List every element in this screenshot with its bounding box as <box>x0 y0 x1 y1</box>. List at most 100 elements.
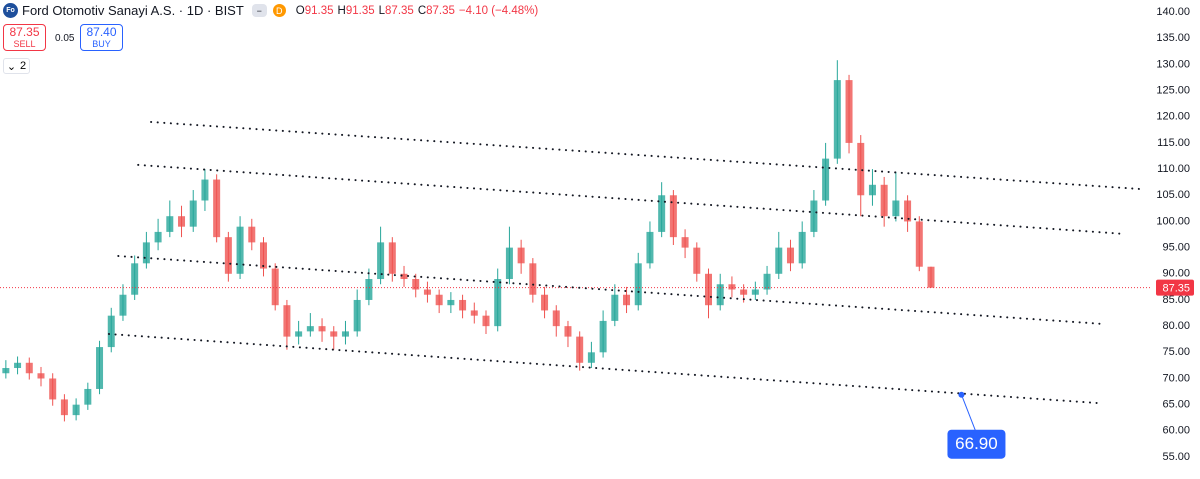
candle-body <box>623 294 631 306</box>
spread: 0.05 <box>55 33 75 44</box>
y-tick-label: 55.00 <box>1162 451 1190 463</box>
candle-body <box>25 362 33 374</box>
candle-body <box>658 195 666 232</box>
y-tick-label: 125.00 <box>1156 84 1190 96</box>
y-tick-label: 100.00 <box>1156 215 1190 227</box>
candle-body <box>318 326 326 332</box>
annotation-point <box>958 391 965 398</box>
candle-body <box>283 305 291 337</box>
symbol-title[interactable]: Ford Otomotiv Sanayi A.S. · 1D · BIST <box>22 3 244 18</box>
candle-body <box>459 299 467 311</box>
candle-body <box>330 331 338 337</box>
annotation-connector <box>960 394 976 431</box>
candle-body <box>892 200 900 217</box>
candle-body <box>400 273 408 280</box>
candle-body <box>412 279 420 290</box>
price-change: −4.10 (−4.48%) <box>458 4 539 17</box>
candle-body <box>751 289 759 295</box>
candle-body <box>775 247 783 274</box>
candle-body <box>224 237 232 274</box>
y-tick-label: 95.00 <box>1162 242 1190 254</box>
candle-body <box>119 294 127 316</box>
ohlc-label: L <box>378 4 386 17</box>
candle-body <box>904 200 912 222</box>
y-tick-label: 120.00 <box>1156 111 1190 123</box>
last-price-box <box>1156 279 1194 296</box>
trend-line <box>137 163 1127 236</box>
buy-price: 87.40 <box>86 25 117 39</box>
candle-body <box>447 299 455 306</box>
candle-body <box>96 347 104 389</box>
candle-body <box>763 273 771 290</box>
candle-body <box>107 315 115 348</box>
candle-body <box>166 216 174 232</box>
candle-body <box>915 221 923 267</box>
sell-label: SELL <box>13 39 36 49</box>
candle-body <box>576 336 584 363</box>
y-tick-label: 115.00 <box>1157 137 1190 149</box>
candle-body <box>482 315 490 327</box>
candle-body <box>37 373 45 379</box>
candle-body <box>131 263 139 295</box>
candle-body <box>716 284 724 306</box>
candle-body <box>2 368 10 374</box>
y-tick-label: 75.00 <box>1162 346 1190 358</box>
y-tick-label: 140.00 <box>1156 6 1190 18</box>
candle-body <box>786 247 794 264</box>
candle-body <box>611 294 619 321</box>
last-price-label: 87.35 <box>1162 283 1190 295</box>
candle-body <box>470 310 478 316</box>
y-tick-label: 110.00 <box>1157 163 1190 175</box>
buy-button[interactable]: 87.40 BUY <box>80 24 123 51</box>
candle-body <box>599 320 607 353</box>
ohlc-label: H <box>337 4 346 17</box>
ohlc-label: O <box>295 4 305 17</box>
candle-body <box>84 388 92 405</box>
candle-body <box>435 294 443 306</box>
ohlc-value: 91.35 <box>304 4 334 17</box>
candle-body <box>822 158 830 201</box>
candle-body <box>236 226 244 274</box>
candle-body <box>494 279 502 327</box>
indicators-toggle[interactable]: ⌄ 2 <box>3 58 30 74</box>
candle-body <box>365 279 373 300</box>
sell-price: 87.35 <box>9 25 40 39</box>
candle-body <box>587 352 595 363</box>
ohlc-value: 87.35 <box>385 4 414 17</box>
candle-body <box>259 242 267 269</box>
candle-body <box>541 294 549 311</box>
buy-label: BUY <box>92 39 111 49</box>
candle-body <box>341 331 349 337</box>
candle-body <box>505 247 513 280</box>
annotation-box <box>947 429 1006 459</box>
candle-body <box>868 184 876 196</box>
trend-line <box>150 120 1141 190</box>
trend-line <box>117 254 1106 326</box>
candle-body <box>529 263 537 295</box>
candle-body <box>927 266 935 288</box>
ohlc-values: O 91.35 H 91.35 L 87.35 C 87.35 <box>292 5 455 17</box>
y-tick-label: 80.00 <box>1162 320 1190 332</box>
candle-body <box>154 231 162 243</box>
y-tick-label: 90.00 <box>1162 268 1190 280</box>
indicators-count: 2 <box>20 60 27 72</box>
hide-icon[interactable]: − <box>251 4 267 17</box>
candle-body <box>377 242 385 280</box>
candle-body <box>72 404 80 416</box>
candle-body <box>833 80 841 159</box>
y-tick-label: 85.00 <box>1162 294 1190 306</box>
sell-button[interactable]: 87.35 SELL <box>3 24 46 51</box>
candle-body <box>728 284 736 290</box>
candle-body <box>14 362 22 369</box>
market-status: D <box>272 4 286 17</box>
candle-body <box>552 310 560 327</box>
candle-body <box>353 299 361 332</box>
candle-body <box>60 399 68 416</box>
candle-body <box>142 242 150 264</box>
y-tick-label: 130.00 <box>1156 58 1190 70</box>
candle-body <box>705 273 713 306</box>
ohlc-label: C <box>417 4 427 17</box>
candle-body <box>213 179 221 238</box>
